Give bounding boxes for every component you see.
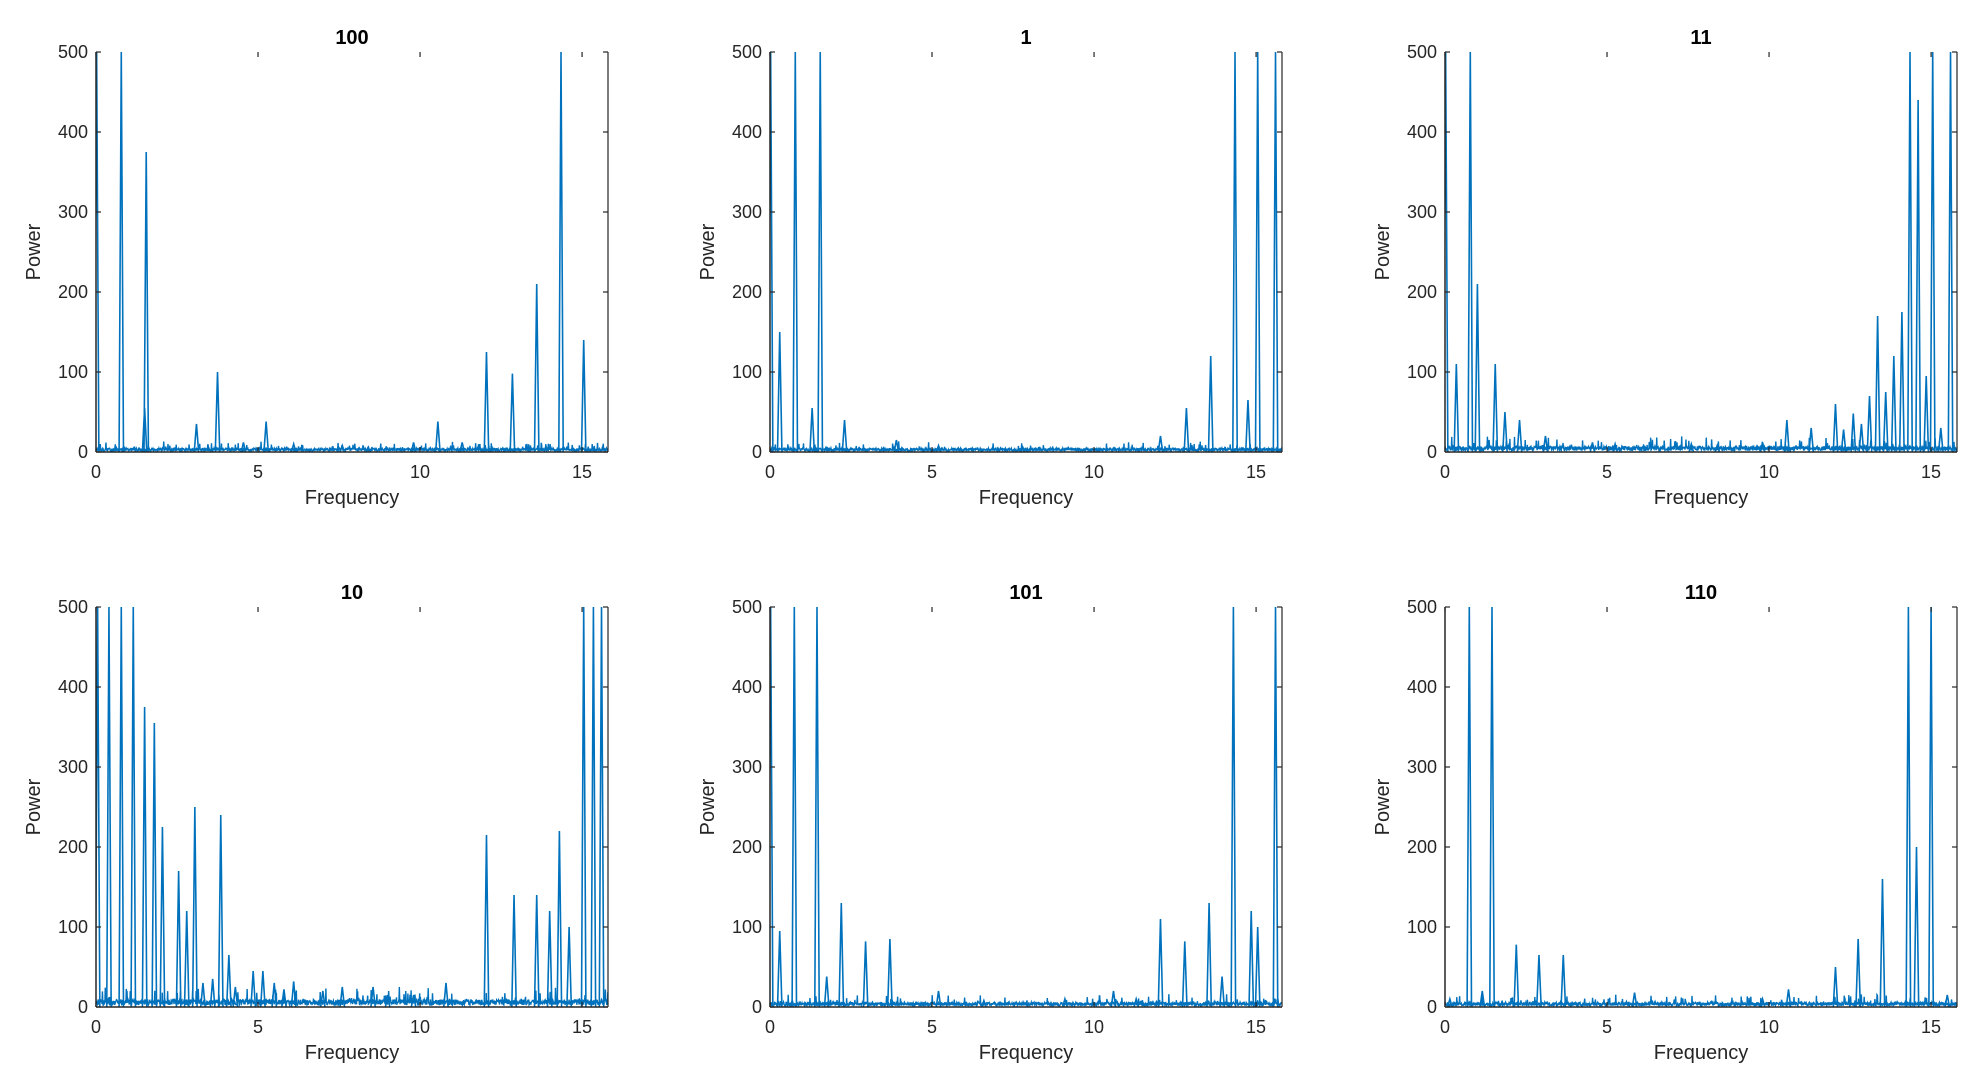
x-tick-label: 15 — [572, 1017, 592, 1037]
plot-area — [1445, 52, 1957, 452]
y-tick-label: 300 — [1407, 202, 1437, 222]
y-tick-label: 100 — [58, 362, 88, 382]
y-tick-label: 400 — [58, 677, 88, 697]
subplot-title: 10 — [341, 582, 363, 604]
x-tick-label: 5 — [927, 462, 937, 482]
y-tick-label: 400 — [732, 677, 762, 697]
x-tick-label: 0 — [91, 1017, 101, 1037]
y-tick-label: 0 — [752, 442, 762, 462]
x-axis-label: Frequency — [305, 1042, 400, 1064]
y-tick-label: 400 — [1407, 677, 1437, 697]
x-tick-label: 10 — [1084, 462, 1104, 482]
x-tick-label: 5 — [253, 1017, 263, 1037]
plot-area — [770, 52, 1282, 452]
y-axis-label: Power — [697, 778, 719, 835]
x-tick-label: 5 — [927, 1017, 937, 1037]
x-tick-label: 5 — [1602, 462, 1612, 482]
y-tick-label: 100 — [732, 362, 762, 382]
x-tick-label: 0 — [1440, 1017, 1450, 1037]
subplot-6: 0 100 200 300 400 500 0 5 10 15 110 Frequency Power — [1372, 582, 1957, 1064]
subplot-title: 1 — [1020, 27, 1031, 49]
x-tick-label: 15 — [572, 462, 592, 482]
x-tick-label: 15 — [1246, 1017, 1266, 1037]
subplot-5: 0 100 200 300 400 500 0 5 10 15 101 Frequency Power — [697, 582, 1282, 1064]
y-tick-label: 300 — [732, 757, 762, 777]
subplot-2: 0 100 200 300 400 500 0 5 10 15 1 Frequency Power — [697, 27, 1282, 509]
y-tick-label: 500 — [58, 42, 88, 62]
y-tick-label: 300 — [58, 202, 88, 222]
x-tick-label: 10 — [410, 462, 430, 482]
x-axis-label: Frequency — [1654, 1042, 1749, 1064]
subplot-4: 0 100 200 300 400 500 0 5 10 15 10 Frequency Power — [23, 582, 608, 1064]
y-tick-label: 100 — [1407, 362, 1437, 382]
y-tick-label: 500 — [732, 42, 762, 62]
y-axis-label: Power — [1372, 223, 1394, 280]
x-tick-label: 15 — [1921, 1017, 1941, 1037]
y-tick-label: 300 — [58, 757, 88, 777]
y-tick-label: 100 — [58, 917, 88, 937]
subplot-title: 100 — [335, 27, 368, 49]
x-tick-label: 15 — [1246, 462, 1266, 482]
x-axis-label: Frequency — [1654, 487, 1749, 509]
y-tick-label: 500 — [1407, 42, 1437, 62]
y-tick-label: 500 — [1407, 597, 1437, 617]
y-tick-label: 0 — [78, 442, 88, 462]
plot-area — [96, 52, 608, 452]
x-tick-label: 10 — [1759, 1017, 1779, 1037]
x-axis-label: Frequency — [979, 1042, 1074, 1064]
y-tick-label: 0 — [1427, 997, 1437, 1017]
x-tick-label: 10 — [1084, 1017, 1104, 1037]
y-tick-label: 200 — [58, 282, 88, 302]
y-tick-label: 200 — [732, 837, 762, 857]
y-tick-label: 0 — [1427, 442, 1437, 462]
subplot-3: 0 100 200 300 400 500 0 5 10 15 11 Frequency Power — [1372, 27, 1957, 509]
x-tick-label: 10 — [410, 1017, 430, 1037]
y-tick-label: 400 — [58, 122, 88, 142]
subplot-title: 11 — [1690, 27, 1711, 49]
y-tick-label: 500 — [732, 597, 762, 617]
subplot-title: 101 — [1009, 582, 1042, 604]
y-tick-label: 200 — [58, 837, 88, 857]
subplot-title: 110 — [1685, 582, 1717, 604]
y-tick-label: 200 — [1407, 837, 1437, 857]
y-tick-label: 500 — [58, 597, 88, 617]
y-tick-label: 200 — [1407, 282, 1437, 302]
plot-area — [96, 607, 608, 1007]
plot-area — [1445, 607, 1957, 1007]
x-tick-label: 10 — [1759, 462, 1779, 482]
y-tick-label: 100 — [1407, 917, 1437, 937]
y-tick-label: 300 — [1407, 757, 1437, 777]
y-tick-label: 400 — [1407, 122, 1437, 142]
y-tick-label: 400 — [732, 122, 762, 142]
y-axis-label: Power — [1372, 778, 1394, 835]
y-tick-label: 200 — [732, 282, 762, 302]
x-axis-label: Frequency — [979, 487, 1074, 509]
subplot-1: 0 100 200 300 400 500 0 5 10 15 100 Frequency Power — [23, 27, 608, 509]
x-tick-label: 0 — [765, 462, 775, 482]
x-tick-label: 5 — [253, 462, 263, 482]
y-tick-label: 100 — [732, 917, 762, 937]
x-tick-label: 0 — [1440, 462, 1450, 482]
y-axis-label: Power — [23, 778, 45, 835]
x-tick-label: 5 — [1602, 1017, 1612, 1037]
x-axis-label: Frequency — [305, 487, 400, 509]
y-tick-label: 0 — [752, 997, 762, 1017]
y-axis-label: Power — [23, 223, 45, 280]
y-tick-label: 300 — [732, 202, 762, 222]
y-axis-label: Power — [697, 223, 719, 280]
y-tick-label: 0 — [78, 997, 88, 1017]
x-tick-label: 0 — [765, 1017, 775, 1037]
x-tick-label: 0 — [91, 462, 101, 482]
plot-area — [770, 607, 1282, 1007]
x-tick-label: 15 — [1921, 462, 1941, 482]
